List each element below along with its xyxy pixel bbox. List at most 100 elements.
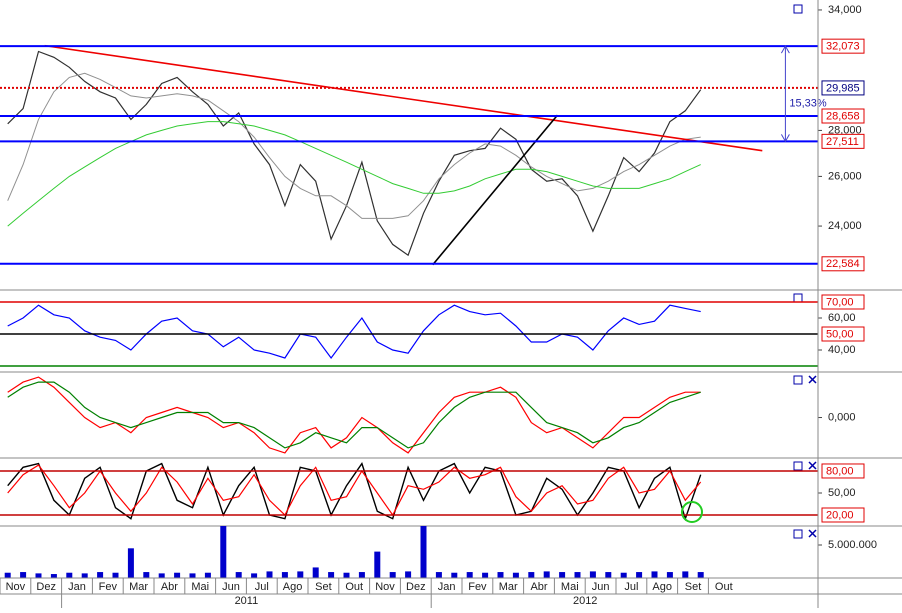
volume-bar (435, 572, 442, 578)
y-tick-label: 28,000 (828, 124, 862, 136)
series-line (7, 381, 701, 449)
close-icon (808, 529, 817, 538)
x-tick-label: Ago (283, 581, 303, 593)
level-label-box (821, 463, 865, 479)
x-tick-label: Nov (375, 581, 395, 593)
x-tick-label: Mar (499, 581, 518, 593)
volume-bar (605, 572, 612, 578)
x-tick-label: Out (345, 581, 363, 593)
x-tick-label: Abr (530, 581, 547, 593)
panel (7, 44, 763, 266)
volume-bar (235, 572, 242, 578)
level-label-box (821, 294, 865, 310)
level-label-box (821, 80, 865, 96)
volume-bar (50, 574, 57, 578)
year-label: 2011 (235, 595, 259, 607)
volume-bar (451, 572, 458, 578)
level-label-box (821, 133, 865, 149)
close-icon (808, 461, 817, 470)
panel-icon (793, 4, 803, 14)
volume-bar (189, 573, 196, 578)
level-label: 28,658 (826, 110, 860, 122)
level-label: 32,073 (826, 41, 860, 53)
x-tick-label: Set (315, 581, 332, 593)
y-tick-label: 60,00 (828, 312, 856, 324)
highlight-circle (681, 501, 703, 523)
level-label-box (821, 326, 865, 342)
y-tick-label: 26,000 (828, 170, 862, 182)
close-icon (808, 375, 817, 384)
volume-bar (620, 572, 627, 578)
volume-bar (651, 571, 658, 578)
x-tick-label: Out (715, 581, 733, 593)
series-line (7, 72, 701, 219)
volume-bar (81, 573, 88, 578)
x-tick-label: Jan (438, 581, 456, 593)
volume-bar (281, 572, 288, 578)
x-tick-label: Ago (652, 581, 672, 593)
level-label: 22,584 (826, 258, 860, 270)
x-tick-label: Fev (468, 581, 487, 593)
volume-bar (374, 551, 381, 578)
volume-bar (497, 572, 504, 578)
x-tick-label: Fev (99, 581, 118, 593)
x-tick-label: Mai (191, 581, 209, 593)
volume-bar (158, 573, 165, 578)
level-label-box (821, 256, 865, 272)
panel (7, 304, 701, 360)
series-line (7, 121, 701, 227)
volume-bar (636, 572, 643, 578)
series-line (7, 462, 702, 521)
volume-bar (697, 572, 704, 578)
volume-bar (512, 572, 519, 578)
volume-bar (682, 571, 689, 578)
x-tick-label: Jun (592, 581, 610, 593)
trend-line (44, 44, 763, 152)
y-tick-label: 50,00 (828, 487, 856, 499)
volume-bar (220, 526, 227, 578)
y-tick-label: 34,000 (828, 4, 862, 16)
volume-bar (466, 572, 473, 578)
x-tick-label: Abr (161, 581, 178, 593)
level-label: 20,00 (826, 509, 854, 521)
level-label-box (821, 507, 865, 523)
volume-bar (35, 573, 42, 578)
volume-bar (574, 572, 581, 578)
series-line (7, 304, 701, 360)
volume-bar (528, 572, 535, 578)
volume-bar (97, 572, 104, 578)
range-label: 15,33% (789, 98, 827, 110)
volume-bar (127, 548, 134, 578)
volume-bar (559, 572, 566, 578)
volume-bar (389, 572, 396, 578)
volume-bar (174, 572, 181, 578)
panel (7, 462, 702, 521)
y-tick-label: 40,00 (828, 344, 856, 356)
volume-bar (251, 573, 258, 578)
volume-bar (589, 571, 596, 578)
volume-bar (328, 572, 335, 578)
volume-bar (312, 567, 319, 578)
panel-icon (793, 461, 803, 471)
x-tick-label: Jan (68, 581, 86, 593)
volume-bar (66, 572, 73, 578)
level-label: 29,985 (826, 82, 860, 94)
volume-bar (420, 526, 427, 578)
x-tick-label: Nov (6, 581, 26, 593)
x-tick-label: Dez (406, 581, 426, 593)
series-line (7, 50, 702, 257)
series-line (7, 464, 702, 517)
volume-bar (143, 572, 150, 578)
volume-bar (543, 571, 550, 578)
series-line (7, 376, 701, 454)
volume-bar (266, 571, 273, 578)
x-tick-label: Jul (624, 581, 638, 593)
volume-bar (666, 572, 673, 578)
x-tick-label: Dez (36, 581, 56, 593)
volume-bar (482, 572, 489, 578)
volume-bar (112, 572, 119, 578)
year-label: 2012 (573, 595, 597, 607)
y-tick-label: 5.000.000 (828, 539, 877, 551)
